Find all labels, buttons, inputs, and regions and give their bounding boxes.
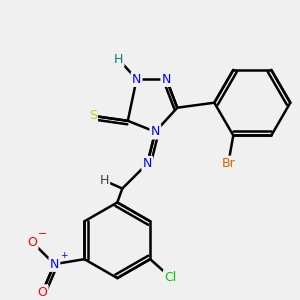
Text: S: S	[89, 109, 97, 122]
Text: N: N	[50, 258, 59, 271]
Text: O: O	[28, 236, 37, 249]
Text: N: N	[162, 73, 171, 86]
Text: H: H	[100, 174, 109, 187]
Text: −: −	[38, 229, 47, 239]
Text: N: N	[151, 125, 160, 138]
Text: O: O	[38, 286, 47, 298]
Text: H: H	[114, 53, 123, 66]
Text: N: N	[132, 73, 141, 86]
Text: Br: Br	[221, 157, 235, 170]
Text: Cl: Cl	[164, 271, 176, 284]
Text: N: N	[142, 157, 152, 170]
Text: +: +	[60, 251, 67, 260]
